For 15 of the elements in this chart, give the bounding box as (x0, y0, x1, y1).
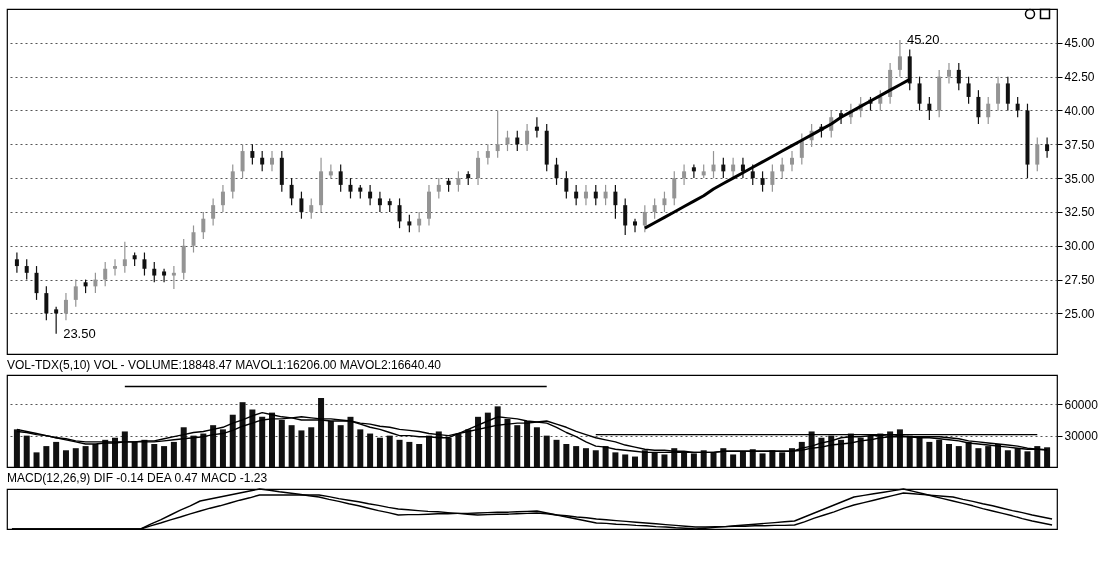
y-tick-label: 30000 (1064, 429, 1099, 444)
annotation: 45.20 (906, 32, 940, 48)
y-tick-label: 30.00 (1064, 239, 1095, 254)
y-tick-label: 25.00 (1064, 306, 1095, 321)
y-tick-label: 42.50 (1064, 70, 1095, 85)
y-tick-label: 45.00 (1064, 36, 1095, 51)
chart-title: MACD(12,26,9) DIF -0.14 DEA 0.47 MACD -1.23 (7, 471, 268, 486)
y-tick-label: 35.00 (1064, 171, 1095, 186)
y-tick-label: 37.50 (1064, 137, 1095, 152)
chart-title: VOL-TDX(5,10) VOL - VOLUME:18848.47 MAVOL1:16206.00 MAVOL2:16640.40 (7, 358, 442, 372)
annotation: 23.50 (63, 325, 96, 341)
y-tick-label: 60000 (1064, 397, 1099, 412)
y-tick-label: 40.00 (1064, 103, 1095, 118)
y-tick-label: 27.50 (1064, 273, 1095, 288)
y-tick-label: 32.50 (1064, 205, 1095, 220)
